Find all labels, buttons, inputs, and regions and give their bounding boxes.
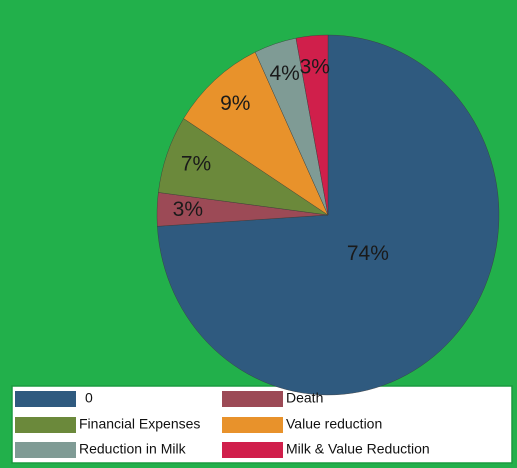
legend-label: Death	[286, 390, 323, 406]
data-label: 74%	[347, 242, 389, 265]
legend-swatch	[15, 442, 76, 458]
legend-swatch	[15, 391, 76, 407]
pie: 74%3%7%9%4% 3%	[156, 34, 500, 396]
legend: 0 Death Financial Expenses Value reduction R…	[15, 390, 430, 458]
pie-slice	[295, 34, 329, 216]
data-label: 9%	[220, 92, 250, 115]
legend-label: Financial Expenses	[79, 416, 200, 432]
legend-label: Reduction in Milk	[79, 441, 187, 457]
pie-slice	[183, 51, 329, 216]
legend-swatch	[15, 417, 76, 433]
legend-swatch	[222, 391, 283, 407]
data-label: 7%	[181, 153, 211, 176]
data-label: 3%	[173, 198, 203, 221]
legend-label: Milk & Value Reduction	[286, 441, 430, 457]
legend-label: Value reduction	[286, 416, 382, 432]
legend-label: 0	[85, 390, 93, 406]
data-label: 3%	[300, 56, 330, 79]
legend-swatch	[222, 442, 283, 458]
data-label: 4%	[269, 62, 299, 85]
legend-swatch	[222, 417, 283, 433]
